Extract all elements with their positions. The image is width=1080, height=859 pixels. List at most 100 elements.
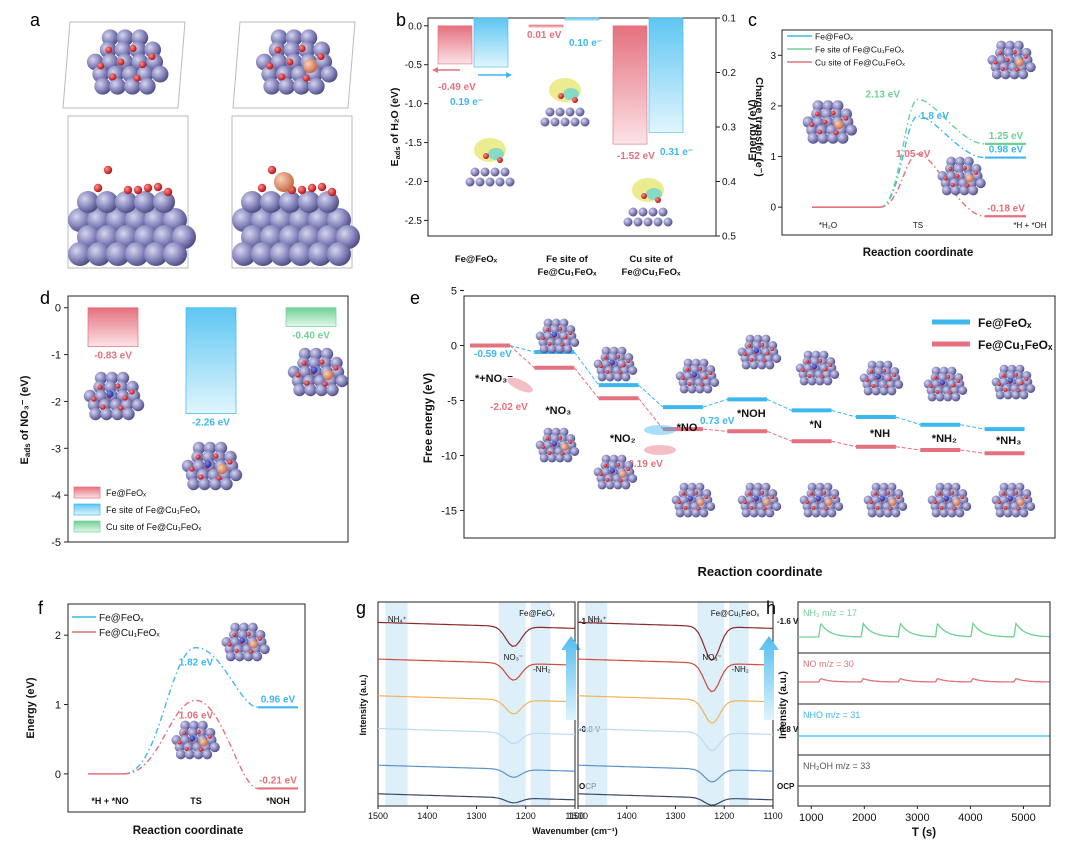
ytick-label: -2 bbox=[51, 396, 61, 408]
slab-side-view bbox=[68, 165, 196, 266]
o-atom bbox=[297, 185, 307, 195]
o-atom bbox=[319, 359, 325, 365]
slab-top-view bbox=[937, 156, 986, 196]
fe-atom bbox=[220, 477, 233, 491]
plot-frame bbox=[781, 29, 1053, 236]
o-atom bbox=[801, 368, 805, 373]
annotation: -2.02 eV bbox=[490, 402, 528, 413]
y2tick-label: 0.1 bbox=[722, 14, 736, 25]
fe-atom bbox=[628, 207, 638, 217]
eads-bar bbox=[285, 307, 337, 327]
xtick-label: 1300 bbox=[466, 811, 486, 821]
o-atom bbox=[198, 474, 204, 480]
o-atom bbox=[887, 377, 892, 382]
o-atom bbox=[865, 378, 869, 383]
slab-top-view bbox=[86, 29, 169, 95]
o-atom bbox=[747, 491, 752, 496]
fe-atom bbox=[320, 65, 338, 83]
charge-bar bbox=[564, 17, 600, 21]
spectrum-line bbox=[577, 764, 774, 783]
n-atom bbox=[1007, 377, 1014, 384]
o-atom bbox=[545, 327, 550, 332]
o-atom bbox=[304, 380, 310, 386]
o-atom bbox=[743, 352, 747, 357]
fe-atom bbox=[621, 480, 631, 490]
annotation: -0.19 eV bbox=[625, 459, 663, 470]
o-atom bbox=[875, 506, 880, 510]
spectrum-line bbox=[377, 764, 576, 778]
y-axis-label: Free energy (eV) bbox=[423, 373, 435, 463]
n-atom bbox=[687, 495, 694, 502]
fe-atom bbox=[163, 242, 187, 266]
fe-atom bbox=[968, 185, 979, 196]
bar-value-label: -2.26 eV bbox=[192, 418, 230, 429]
ts-highlight bbox=[507, 377, 533, 393]
o-atom bbox=[951, 383, 956, 388]
fe-atom bbox=[575, 107, 585, 117]
fe-atom bbox=[263, 77, 281, 95]
annotation: -0.59 eV bbox=[474, 349, 512, 360]
series-path bbox=[812, 153, 986, 217]
fe-atom bbox=[68, 242, 92, 266]
ytick-label: 2 bbox=[55, 630, 61, 642]
o-atom bbox=[1000, 66, 1005, 71]
o-atom bbox=[603, 463, 608, 468]
series-label: NH₂OH m/z = 33 bbox=[803, 761, 870, 771]
o-atom bbox=[1023, 54, 1029, 59]
ts-label: 2.13 eV bbox=[866, 89, 901, 100]
o-atom bbox=[805, 359, 810, 364]
fe-atom bbox=[251, 242, 275, 266]
fe-atom bbox=[138, 77, 156, 95]
fe-atom bbox=[891, 508, 901, 518]
fe-atom bbox=[124, 77, 141, 95]
fe-atom bbox=[505, 177, 515, 187]
band-highlight bbox=[530, 602, 551, 806]
fe-atom bbox=[935, 392, 945, 402]
xtick-label: 1500 bbox=[568, 811, 588, 821]
connector bbox=[509, 345, 535, 353]
slab-top-view bbox=[287, 347, 349, 397]
n-atom bbox=[1007, 495, 1014, 502]
o-atom bbox=[973, 170, 979, 175]
charge-label: 0.19 e⁻ bbox=[450, 97, 483, 108]
fe-atom bbox=[683, 508, 693, 518]
slab-top-view bbox=[859, 360, 904, 396]
cu-atom bbox=[1016, 498, 1025, 506]
o-atom bbox=[765, 351, 770, 356]
fe-atom bbox=[605, 480, 615, 490]
xtick-label: 4000 bbox=[958, 812, 982, 824]
fe-atom bbox=[153, 191, 175, 213]
o-atom bbox=[935, 390, 940, 394]
o-atom bbox=[1015, 67, 1020, 72]
connector bbox=[509, 345, 535, 369]
ts-label: 1.05 eV bbox=[896, 149, 931, 160]
o-atom bbox=[143, 183, 153, 193]
fe-atom bbox=[749, 508, 759, 518]
panel-letter-b: b bbox=[396, 10, 406, 30]
o-atom bbox=[568, 440, 573, 444]
ms-signal-line bbox=[798, 677, 1050, 683]
o-atom bbox=[943, 176, 948, 181]
spectrum-line bbox=[377, 695, 576, 715]
slab-top-view bbox=[593, 346, 638, 382]
fe-atom bbox=[1019, 508, 1029, 518]
state-label: *NOH bbox=[737, 408, 766, 420]
panel-e-free-energy: 5 0 -5 -10 -15 Free energy (eV) Reaction coord… bbox=[423, 286, 1056, 579]
n-atom bbox=[189, 735, 196, 742]
ts-label: 1.82 eV bbox=[179, 658, 214, 669]
fe-atom bbox=[943, 392, 953, 402]
fe-atom bbox=[995, 508, 1005, 518]
fe-atom bbox=[289, 242, 313, 266]
n-atom bbox=[310, 366, 318, 374]
o-atom bbox=[704, 495, 709, 499]
x-axis-label: Reaction coordinate bbox=[698, 564, 823, 579]
state-label: TS bbox=[913, 221, 923, 230]
o-atom bbox=[626, 359, 631, 363]
fe-atom bbox=[193, 749, 204, 760]
fe-atom bbox=[1026, 384, 1036, 393]
o-atom bbox=[997, 500, 1001, 505]
ts-highlight bbox=[644, 425, 676, 435]
fe-atom bbox=[540, 117, 550, 127]
ytick-label: -5 bbox=[51, 537, 61, 549]
n-atom bbox=[609, 467, 616, 474]
